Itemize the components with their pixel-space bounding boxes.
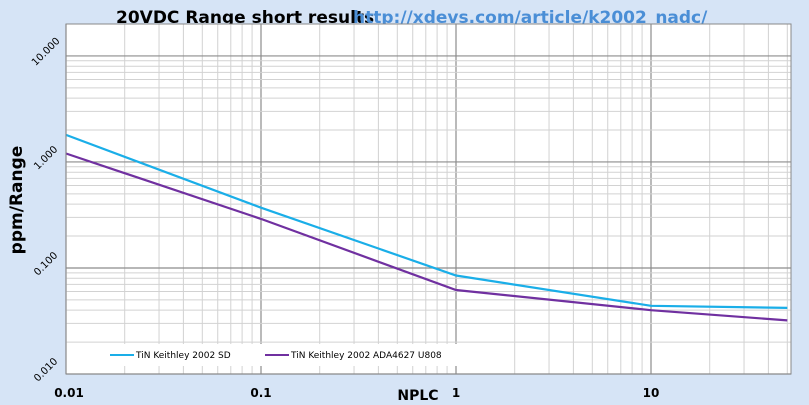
y-tick-label: 10.000 — [30, 36, 63, 69]
x-axis-label: NPLC — [397, 388, 438, 404]
plot-area — [66, 24, 791, 374]
plot-border — [65, 23, 792, 375]
grid — [65, 23, 791, 375]
series-layer — [65, 133, 788, 322]
y-tick-label: 0.010 — [32, 356, 60, 384]
series-line-2 — [65, 152, 788, 322]
article-url[interactable]: http://xdevs.com/article/k2002_nadc/ — [353, 8, 708, 28]
x-tick-label: 0.01 — [54, 386, 84, 400]
legend-label-1: TiN Keithley 2002 SD — [135, 351, 231, 361]
x-tick-labels: 0.01 0.1 1 10 — [54, 386, 659, 400]
y-tick-label: 0.100 — [32, 250, 60, 278]
series-line-1 — [65, 133, 788, 309]
y-axis-label: ppm/Range — [7, 146, 27, 255]
x-tick-label: 0.1 — [250, 386, 271, 400]
y-tick-labels: 0.010 0.100 1.000 10.000 — [30, 36, 63, 384]
y-tick-label: 1.000 — [32, 144, 60, 172]
legend: TiN Keithley 2002 SD TiN Keithley 2002 AD… — [76, 344, 476, 366]
chart-title: 20VDC Range short results — [116, 8, 374, 28]
legend-label-2: TiN Keithley 2002 ADA4627 U808 — [290, 351, 442, 361]
x-tick-label: 10 — [643, 386, 660, 400]
x-tick-label: 1 — [452, 386, 460, 400]
